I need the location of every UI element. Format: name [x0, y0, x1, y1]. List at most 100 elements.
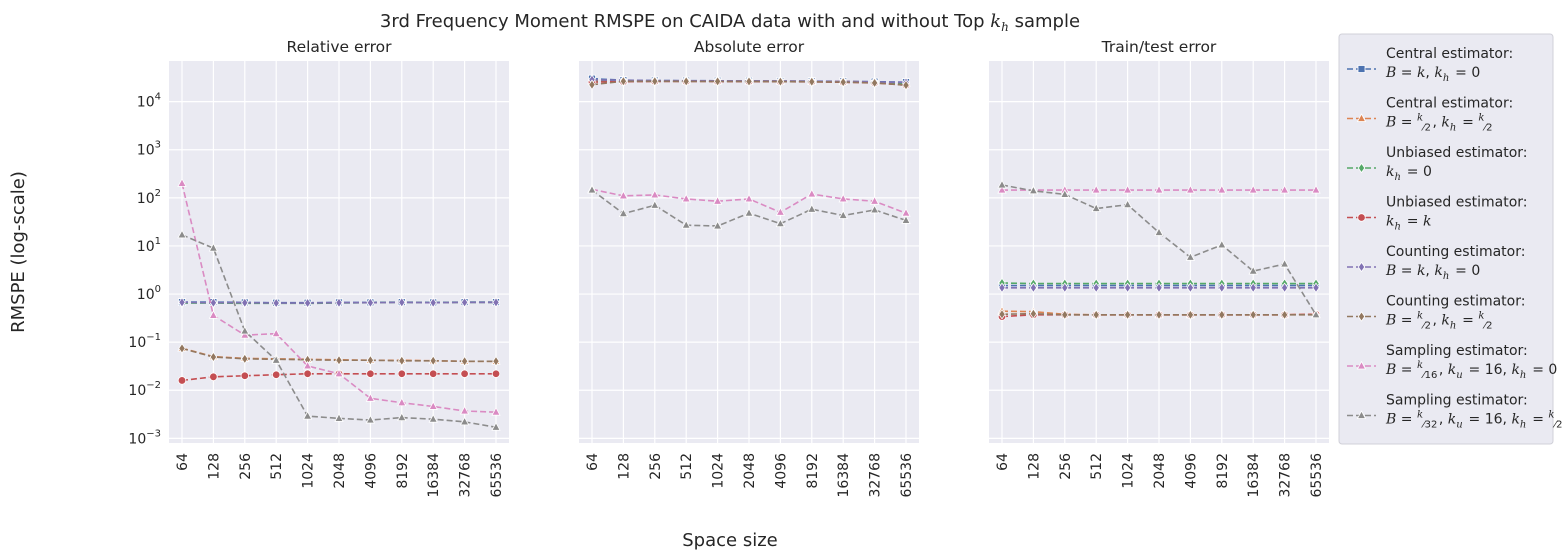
data-point — [491, 369, 501, 378]
data-point — [1123, 282, 1132, 294]
data-point — [209, 351, 218, 363]
data-point — [775, 207, 786, 216]
data-point — [1311, 309, 1321, 319]
x-tick-label: 32768 — [458, 453, 474, 498]
data-point — [429, 355, 437, 367]
legend-label: Central estimator: — [1386, 96, 1513, 112]
y-tick-label: 102 — [137, 188, 161, 207]
x-tick-label: 16384 — [1246, 453, 1262, 498]
data-point — [1218, 309, 1226, 321]
data-point — [335, 297, 343, 309]
data-point — [1092, 282, 1100, 294]
data-point — [838, 193, 848, 203]
chart-panels: Relative error 64 128 256 512 1024 2048 4096 819… — [128, 38, 1329, 498]
data-point — [1122, 199, 1133, 209]
data-point — [744, 207, 754, 217]
panel-title: Absolute error — [694, 38, 805, 56]
data-point — [397, 397, 407, 407]
data-point — [870, 77, 879, 89]
legend-formula: B = k, kh = 0 — [1385, 263, 1480, 282]
panel-title: Train/test error — [1101, 38, 1217, 56]
series-6 — [998, 308, 1320, 321]
legend-entry: Central estimator: B = k, kh = 0 — [1347, 46, 1513, 84]
data-point — [459, 405, 470, 415]
data-point — [1029, 282, 1038, 294]
data-point — [1029, 308, 1038, 320]
data-point — [209, 297, 218, 309]
data-point — [681, 193, 691, 203]
data-point — [618, 190, 629, 200]
series-7 — [177, 178, 501, 416]
data-point — [1028, 185, 1039, 195]
data-point — [588, 79, 596, 91]
data-point — [1249, 309, 1257, 321]
data-point — [869, 195, 880, 205]
data-point — [491, 422, 501, 431]
data-point — [650, 200, 660, 209]
x-tick-label: 8192 — [805, 453, 821, 489]
data-point — [1092, 309, 1100, 321]
data-point — [178, 297, 186, 308]
data-point — [1122, 184, 1133, 194]
y-tick-label: 100 — [137, 284, 161, 303]
data-point — [1280, 309, 1289, 321]
data-point — [902, 79, 910, 91]
legend-marker — [1356, 410, 1367, 419]
legend-label: Sampling estimator: — [1386, 393, 1528, 409]
data-point — [681, 219, 691, 229]
data-point — [1249, 282, 1257, 294]
x-tick-label: 4096 — [773, 453, 789, 489]
data-point — [1185, 184, 1196, 194]
y-tick-label: 103 — [137, 140, 161, 159]
x-tick-label: 8192 — [395, 453, 411, 489]
series-8 — [177, 229, 501, 431]
x-tick-label: 1024 — [1121, 453, 1137, 489]
data-point — [618, 208, 629, 218]
x-tick-label: 1024 — [301, 453, 317, 489]
data-point — [428, 413, 438, 423]
data-point — [271, 328, 281, 338]
data-point — [1091, 184, 1101, 194]
legend-formula: B = k, kh = 0 — [1385, 65, 1480, 84]
legend-formula: B = k⁄32 , ku = 16, kh = k⁄2 — [1385, 410, 1562, 431]
data-point — [272, 370, 281, 379]
legend-label: Counting estimator: — [1386, 294, 1525, 310]
data-point — [177, 178, 187, 187]
data-point — [1154, 184, 1164, 194]
x-tick-label: 256 — [648, 453, 664, 480]
data-point — [997, 179, 1007, 189]
x-tick-label: 512 — [1089, 453, 1105, 480]
data-point — [1248, 184, 1258, 194]
data-point — [366, 297, 375, 309]
series-6 — [588, 75, 910, 91]
data-point — [492, 297, 500, 308]
data-point — [240, 371, 249, 380]
data-point — [1217, 184, 1227, 194]
data-point — [776, 76, 785, 87]
legend-entry: Counting estimator: B = k, kh = 0 — [1347, 244, 1525, 282]
data-point — [366, 354, 375, 366]
legend-formula: B = k⁄16 , ku = 16, kh = 0 — [1385, 360, 1557, 381]
data-point — [997, 184, 1007, 194]
x-tick-label: 65536 — [489, 453, 505, 498]
x-tick-label: 64 — [175, 453, 191, 471]
data-point — [302, 360, 313, 370]
data-point — [1312, 282, 1320, 294]
data-point — [240, 325, 250, 335]
data-point — [901, 215, 911, 224]
legend-marker — [1357, 213, 1366, 222]
data-point — [209, 372, 218, 382]
data-point — [839, 76, 847, 88]
data-point — [650, 189, 660, 199]
y-axis-label: RMSPE (log-scale) — [8, 171, 29, 333]
data-point — [334, 368, 344, 378]
data-point — [1186, 309, 1195, 321]
data-point — [1279, 184, 1290, 194]
legend-label: Unbiased estimator: — [1386, 145, 1528, 161]
data-point — [775, 218, 786, 228]
x-tick-label: 128 — [1026, 453, 1042, 480]
data-point — [177, 376, 187, 385]
data-point — [838, 210, 848, 219]
